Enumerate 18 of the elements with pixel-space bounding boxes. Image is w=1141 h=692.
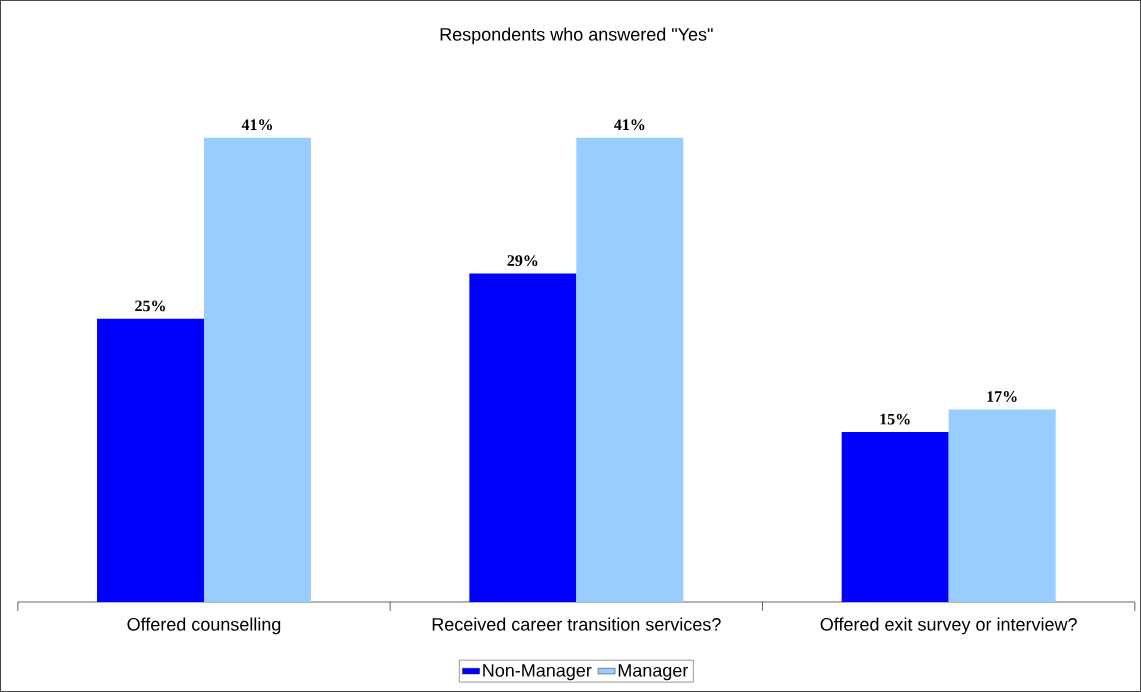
chart-title: Respondents who answered "Yes" [440, 27, 713, 45]
data-label: 41% [614, 119, 645, 131]
bar [841, 432, 949, 602]
data-label: 17% [987, 391, 1017, 402]
bar [576, 137, 684, 602]
data-label: 41% [241, 119, 272, 131]
bar [469, 273, 577, 602]
bar [97, 318, 205, 602]
legend-label: Non-Manager [483, 664, 592, 681]
data-label: 15% [880, 413, 910, 425]
data-label: 29% [507, 255, 538, 267]
legend-label: Manager [618, 664, 689, 681]
x-tick-label: Offered exit survey or interview? [820, 617, 1077, 635]
x-tick-label: Offered counselling [127, 617, 281, 635]
data-label: 25% [135, 300, 165, 312]
bar [948, 409, 1056, 602]
x-tick-label: Received career transition services? [432, 617, 721, 631]
bar [204, 137, 312, 602]
